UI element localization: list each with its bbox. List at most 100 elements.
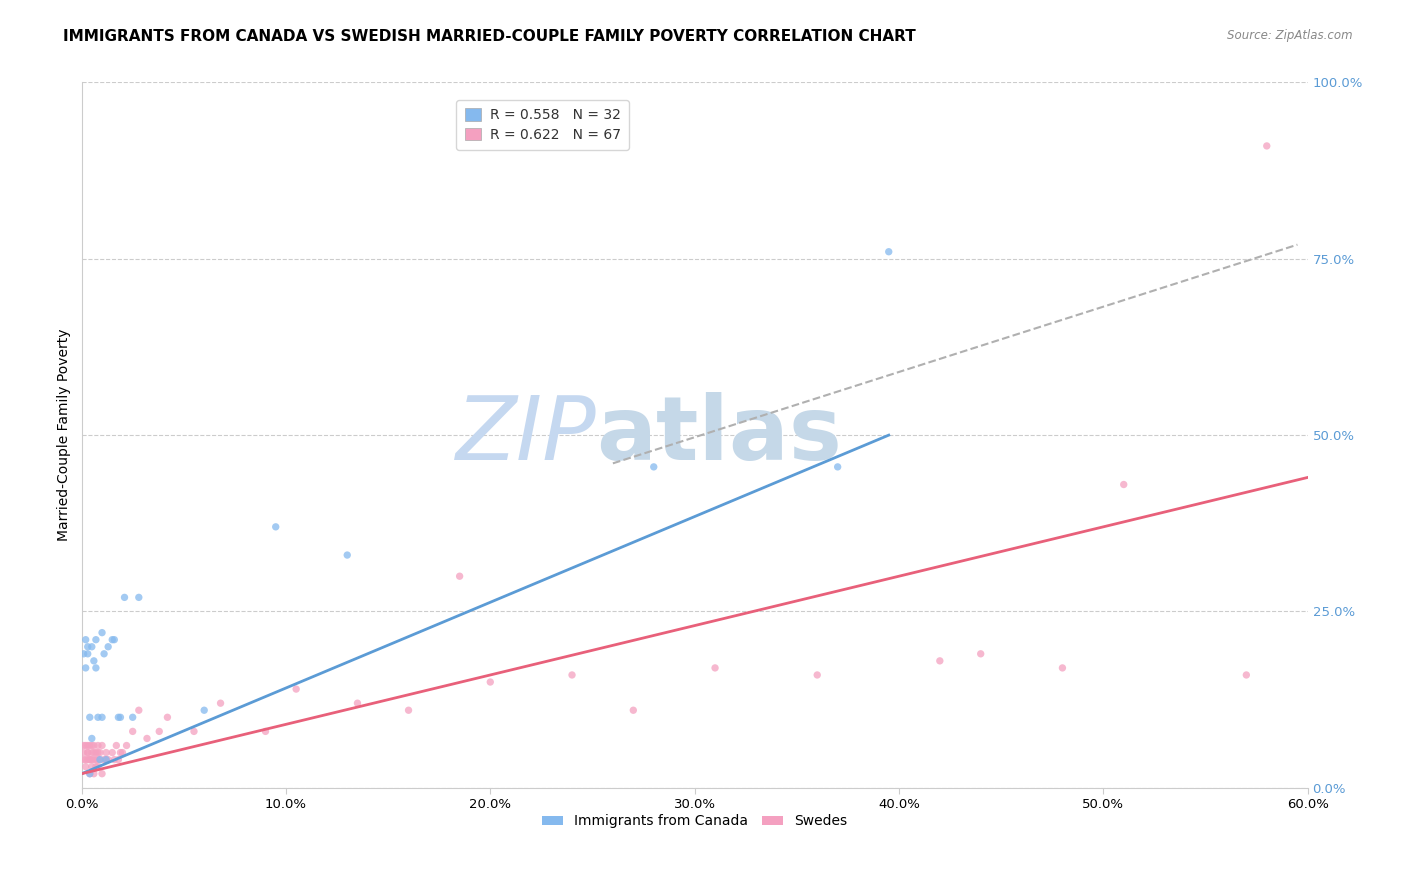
Point <box>101 746 124 760</box>
Point <box>121 724 143 739</box>
Point <box>128 703 150 717</box>
Text: ZIP: ZIP <box>456 392 596 478</box>
Point <box>84 759 107 773</box>
Point <box>76 640 98 654</box>
Point <box>94 753 117 767</box>
Point <box>75 739 97 753</box>
Point <box>89 753 111 767</box>
Point <box>72 753 94 767</box>
Point <box>336 548 359 562</box>
Point <box>643 459 665 474</box>
Point <box>704 661 727 675</box>
Point <box>84 661 107 675</box>
Point <box>80 731 103 746</box>
Point <box>79 710 101 724</box>
Point <box>87 753 110 767</box>
Point <box>1234 668 1257 682</box>
Point <box>80 746 103 760</box>
Point <box>193 703 215 717</box>
Point <box>128 591 150 605</box>
Y-axis label: Married-Couple Family Poverty: Married-Couple Family Poverty <box>58 329 72 541</box>
Point <box>79 753 101 767</box>
Point <box>83 739 105 753</box>
Point <box>76 753 98 767</box>
Point <box>94 753 117 767</box>
Point <box>87 746 110 760</box>
Point <box>1256 139 1278 153</box>
Point <box>84 753 107 767</box>
Point <box>114 591 136 605</box>
Point <box>76 647 98 661</box>
Point <box>561 668 583 682</box>
Point <box>97 753 120 767</box>
Point <box>89 746 111 760</box>
Point <box>110 710 132 724</box>
Point <box>75 632 97 647</box>
Point <box>1052 661 1074 675</box>
Point <box>264 520 287 534</box>
Point <box>101 632 124 647</box>
Text: IMMIGRANTS FROM CANADA VS SWEDISH MARRIED-COUPLE FAMILY POVERTY CORRELATION CHAR: IMMIGRANTS FROM CANADA VS SWEDISH MARRIE… <box>63 29 917 45</box>
Point <box>87 710 110 724</box>
Point <box>115 739 138 753</box>
Point <box>83 766 105 780</box>
Point <box>346 696 368 710</box>
Point <box>76 746 98 760</box>
Point <box>97 640 120 654</box>
Point <box>827 459 849 474</box>
Point <box>398 703 420 717</box>
Point <box>76 746 98 760</box>
Point <box>80 739 103 753</box>
Point <box>79 739 101 753</box>
Point <box>94 746 117 760</box>
Point <box>1112 477 1135 491</box>
Point <box>80 753 103 767</box>
Point <box>76 739 98 753</box>
Point <box>75 661 97 675</box>
Point <box>83 746 105 760</box>
Point <box>479 675 502 690</box>
Point <box>75 753 97 767</box>
Point <box>156 710 179 724</box>
Point <box>83 753 105 767</box>
Point <box>970 647 993 661</box>
Point <box>91 739 114 753</box>
Point <box>72 647 94 661</box>
Point <box>87 759 110 773</box>
Point <box>89 753 111 767</box>
Point <box>91 710 114 724</box>
Point <box>87 739 110 753</box>
Point <box>254 724 277 739</box>
Point <box>121 710 143 724</box>
Point <box>83 654 105 668</box>
Point <box>79 766 101 780</box>
Point <box>93 647 115 661</box>
Text: atlas: atlas <box>596 392 842 479</box>
Point <box>107 710 129 724</box>
Point <box>103 753 125 767</box>
Point <box>103 632 125 647</box>
Point <box>209 696 232 710</box>
Point <box>285 682 308 697</box>
Point <box>877 244 900 259</box>
Point <box>110 746 132 760</box>
Point <box>928 654 950 668</box>
Point <box>72 739 94 753</box>
Point <box>79 753 101 767</box>
Point <box>183 724 205 739</box>
Point <box>449 569 471 583</box>
Point <box>80 640 103 654</box>
Point <box>93 753 115 767</box>
Legend: Immigrants from Canada, Swedes: Immigrants from Canada, Swedes <box>537 809 852 834</box>
Point <box>72 746 94 760</box>
Point <box>111 746 134 760</box>
Point <box>148 724 170 739</box>
Point <box>79 766 101 780</box>
Point <box>136 731 159 746</box>
Point <box>91 766 114 780</box>
Text: Source: ZipAtlas.com: Source: ZipAtlas.com <box>1227 29 1353 43</box>
Point <box>107 753 129 767</box>
Point <box>75 759 97 773</box>
Point <box>80 759 103 773</box>
Point <box>84 746 107 760</box>
